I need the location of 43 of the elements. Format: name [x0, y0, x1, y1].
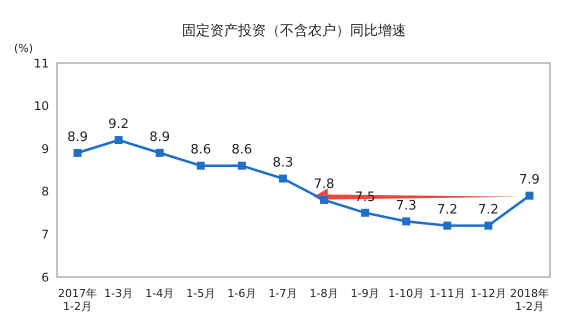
- point: [402, 217, 410, 226]
- point: [525, 192, 534, 200]
- data-label: 8.9: [67, 130, 88, 145]
- x-tick-label: 2018年 1-2月: [510, 287, 549, 313]
- x-tick-label: 1-4月: [145, 287, 174, 300]
- y-tick-label: 9: [41, 142, 49, 156]
- y-tick-label: 10: [34, 99, 49, 114]
- point: [320, 196, 328, 204]
- x-tick-label: 2017年 1-2月: [58, 287, 98, 313]
- data-label: 8.9: [149, 130, 170, 145]
- point: [74, 148, 82, 157]
- data-label: 7.3: [396, 198, 417, 214]
- point: [114, 136, 123, 144]
- x-tick-label: 1-6月: [227, 287, 256, 300]
- x-tick-label: 1-5月: [186, 287, 216, 300]
- data-label: 7.8: [314, 176, 334, 192]
- x-tick-label: 1-10月: [388, 287, 424, 300]
- data-label: 8.3: [272, 156, 294, 171]
- y-axis-title: (%): [14, 42, 34, 55]
- point: [156, 148, 164, 157]
- data-label: 7.2: [478, 202, 499, 218]
- y-tick-label: 11: [34, 56, 49, 70]
- point: [361, 208, 370, 217]
- point: [238, 162, 246, 170]
- data-label: 9.2: [108, 117, 129, 132]
- x-tick-label: 1-3月: [104, 287, 134, 300]
- y-tick-label: 6: [41, 270, 49, 284]
- point: [278, 174, 287, 183]
- x-tick-label: 1-12月: [470, 287, 506, 300]
- x-tick-label: 1-9月: [350, 287, 380, 300]
- x-tick-label: 1-7月: [268, 287, 298, 300]
- point: [484, 222, 492, 230]
- y-tick-label: 8: [41, 184, 49, 199]
- x-tick-label: 1-11月: [429, 287, 466, 300]
- chart-title: 固定资产投资（不含农户）同比增速: [181, 22, 407, 40]
- x-tick-label: 1-8月: [310, 287, 339, 300]
- data-label: 7.2: [436, 202, 458, 218]
- data-label: 7.9: [519, 172, 540, 188]
- data-label: 8.6: [232, 142, 252, 158]
- point: [443, 222, 452, 230]
- data-label: 8.6: [190, 142, 212, 158]
- y-tick-label: 7: [41, 227, 49, 242]
- point: [196, 162, 205, 170]
